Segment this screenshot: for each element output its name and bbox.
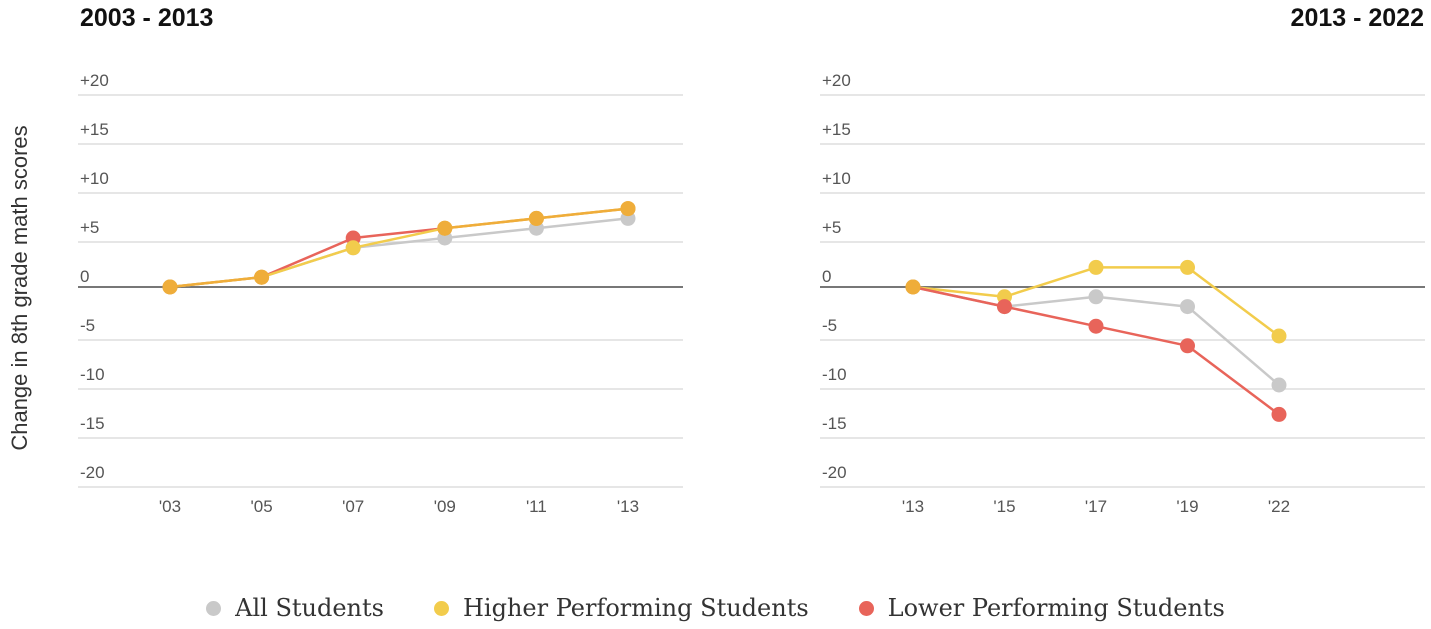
series-line-segment (1186, 305, 1281, 387)
legend-item-higher[interactable]: Higher Performing Students (433, 594, 809, 622)
legend-marker-lower (858, 600, 874, 616)
legend-label-all: All Students (235, 594, 384, 622)
y-tick-label: 0 (822, 267, 831, 286)
data-point[interactable] (620, 201, 636, 217)
series-line-segment (1003, 295, 1098, 308)
y-tick-label: +5 (80, 218, 99, 237)
series-lower (905, 279, 1287, 422)
series-line-segment (911, 285, 1006, 308)
legend-marker-all (206, 600, 222, 616)
legend-marker-higher (433, 600, 449, 616)
y-tick-label: -15 (822, 414, 847, 433)
y-tick-label: -10 (822, 365, 847, 384)
data-point[interactable] (1088, 289, 1104, 305)
series-line-segment (351, 226, 447, 240)
x-tick-label: '13 (902, 497, 924, 516)
data-point[interactable] (1180, 299, 1195, 315)
data-point[interactable] (162, 279, 178, 295)
right-line-chart: +20 +15 +10 +5 0 -5 -10 -15 -20 '13 '15 '17 '19 '22 (820, 71, 1425, 516)
data-point[interactable] (1088, 259, 1104, 275)
x-tick-label: '19 (1176, 497, 1198, 516)
series-line-segment (260, 236, 355, 279)
y-tick-label: +10 (822, 169, 851, 188)
x-tick-label: '22 (1268, 497, 1290, 516)
data-point[interactable] (1271, 377, 1287, 393)
x-tick-label: '07 (342, 497, 364, 516)
series-line-segment (351, 226, 447, 250)
y-tick-label: +20 (822, 71, 851, 90)
data-point[interactable] (528, 210, 544, 226)
legend-item-all[interactable]: All Students (206, 594, 384, 622)
series-line-segment (1094, 295, 1189, 308)
y-tick-label: +15 (822, 120, 851, 139)
data-point[interactable] (1088, 318, 1104, 334)
y-tick-label: 0 (80, 267, 89, 286)
data-point[interactable] (437, 220, 453, 236)
legend-item-lower[interactable]: Lower Performing Students (858, 594, 1225, 622)
data-point[interactable] (1180, 338, 1195, 354)
x-tick-label: '15 (993, 497, 1015, 516)
series-line-segment (1094, 324, 1189, 348)
y-tick-label: -5 (80, 316, 95, 335)
left-panel-title: 2003 - 2013 (80, 4, 214, 32)
x-tick-label: '09 (434, 497, 456, 516)
series-line-segment (168, 275, 263, 289)
data-point[interactable] (997, 299, 1012, 315)
data-point[interactable] (254, 269, 270, 285)
series-line-segment (1003, 266, 1098, 299)
x-tick-label: '11 (526, 497, 547, 516)
series-line-segment (1003, 305, 1098, 328)
series-line-segment (443, 226, 538, 240)
series-line-segment (443, 217, 538, 230)
legend-label-higher: Higher Performing Students (462, 594, 809, 622)
right-panel-title: 2013 - 2022 (1290, 4, 1424, 32)
series-line-segment (1186, 266, 1281, 338)
y-tick-label: +15 (80, 120, 109, 139)
data-point[interactable] (345, 240, 361, 256)
legend-label-lower: Lower Performing Students (887, 594, 1225, 622)
series-higher (162, 201, 636, 295)
y-tick-label: -20 (822, 463, 847, 482)
y-tick-label: +10 (80, 169, 109, 188)
x-tick-label: '17 (1085, 497, 1107, 516)
x-tick-label: '03 (159, 497, 181, 516)
series-line-segment (535, 207, 630, 220)
y-tick-label: -5 (822, 316, 837, 335)
y-tick-label: +5 (822, 218, 841, 237)
y-tick-label: -15 (80, 414, 105, 433)
y-tick-label: -10 (80, 365, 105, 384)
series-line-segment (911, 285, 1006, 299)
x-tick-label: '13 (617, 497, 639, 516)
y-tick-label: -20 (80, 463, 105, 482)
data-point[interactable] (1271, 406, 1287, 422)
left-line-chart: +20 +15 +10 +5 0 -5 -10 -15 -20 '03 '05 '07 '09 '11 '1… (78, 71, 683, 516)
series-line-segment (351, 236, 447, 250)
series-line-segment (1186, 344, 1281, 416)
series-line-segment (535, 217, 630, 230)
data-point[interactable] (905, 279, 921, 295)
data-point[interactable] (1271, 328, 1287, 344)
y-tick-label: +20 (80, 71, 109, 90)
data-point[interactable] (1180, 259, 1195, 275)
legend: All Students Higher Performing Students … (0, 594, 1431, 622)
series-all (162, 210, 636, 295)
x-tick-label: '05 (251, 497, 273, 516)
series-line-segment (260, 246, 355, 279)
